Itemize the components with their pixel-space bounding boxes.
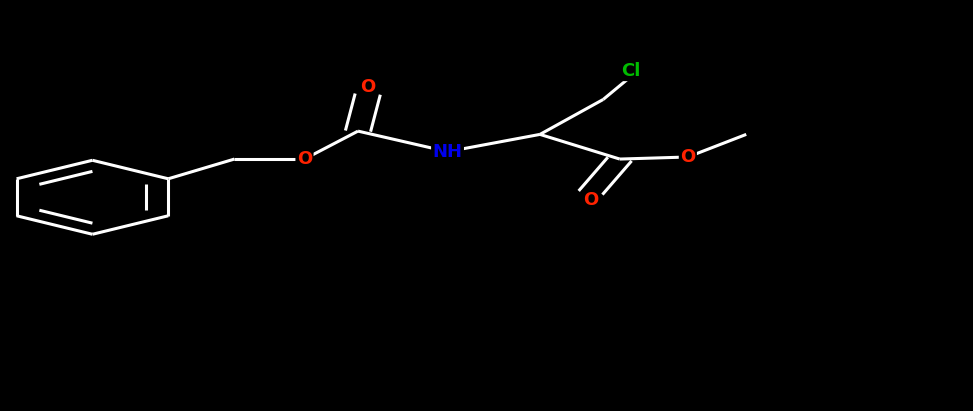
Text: O: O: [297, 150, 312, 168]
Text: O: O: [360, 78, 376, 96]
Text: NH: NH: [433, 143, 462, 161]
Text: O: O: [680, 148, 696, 166]
Text: Cl: Cl: [621, 62, 640, 80]
Text: O: O: [583, 191, 598, 209]
